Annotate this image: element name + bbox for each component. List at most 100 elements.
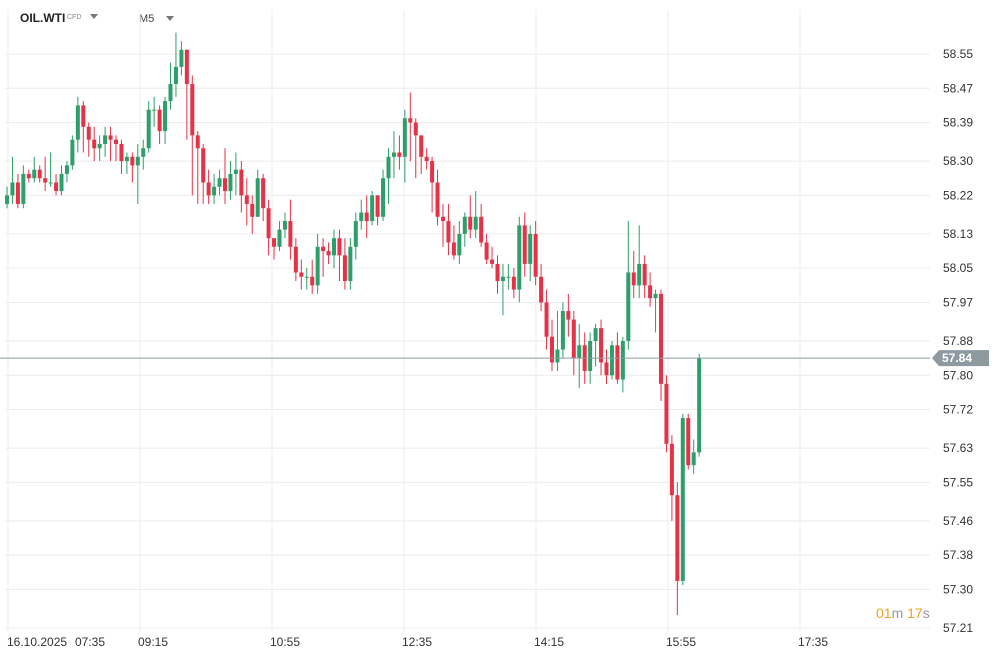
candle-bearish (490, 246, 495, 269)
candle-bullish (332, 229, 336, 269)
candle-bullish (103, 126, 108, 157)
candle-bearish (130, 152, 135, 183)
candle-body (223, 178, 227, 192)
candle-bullish (386, 148, 391, 204)
candle-body (560, 311, 565, 350)
y-tick-label: 57.88 (943, 334, 973, 348)
candle-bearish (364, 195, 369, 239)
candle-bearish (266, 199, 271, 256)
candle-body (163, 101, 168, 132)
candle-bearish (114, 135, 118, 162)
candle-body (277, 229, 282, 247)
candle-body (615, 345, 620, 380)
candle-bearish (599, 319, 604, 376)
candle-body (299, 272, 304, 277)
candle-body (10, 182, 15, 196)
candle-bearish (119, 139, 124, 174)
candle-body (332, 238, 336, 256)
candle-body (233, 169, 238, 174)
candle-bearish (539, 263, 544, 312)
y-tick-label: 57.30 (943, 582, 973, 596)
candle-bearish (26, 169, 31, 183)
candle-body (697, 358, 702, 453)
symbol-dropdown-chevron-icon[interactable] (90, 14, 98, 19)
candle-body (511, 276, 516, 290)
instrument-symbol[interactable]: OIL.WTI (20, 11, 66, 25)
candle-bullish (168, 62, 173, 110)
candle-body (484, 242, 489, 260)
candle-body (261, 178, 266, 209)
candle-body (664, 383, 669, 444)
x-tick-label: 14:15 (534, 635, 564, 649)
candle-bearish (299, 259, 304, 290)
candle-bullish (228, 161, 233, 200)
candle-bearish (81, 101, 86, 153)
candle-body (337, 238, 342, 256)
candle-bullish (637, 225, 642, 299)
timeframe-selector[interactable]: M5 (139, 13, 155, 25)
candle-body (457, 233, 462, 256)
x-tick-label: 09:15 (138, 635, 168, 649)
candle-bearish (337, 229, 342, 282)
candle-bearish (642, 255, 647, 299)
chart-header: OIL.WTI CFD M5 (0, 0, 930, 34)
countdown-seconds: 17 (907, 605, 923, 621)
candle-bullish (691, 439, 696, 474)
y-tick-label: 57.63 (943, 441, 973, 455)
candle-body (631, 272, 636, 286)
candle-bullish (141, 139, 146, 170)
candle-bullish (70, 135, 75, 170)
candle-bearish (479, 203, 484, 247)
candle-bearish (484, 233, 489, 264)
candle-bullish (555, 311, 560, 371)
y-tick-label: 57.97 (943, 295, 973, 309)
candle-body (244, 195, 249, 204)
candle-bearish (108, 126, 113, 162)
candle-body (593, 328, 598, 341)
candle-body (424, 156, 429, 162)
candle-body (103, 135, 108, 144)
price-axis: 58.55 58.47 58.39 58.30 58.22 58.13 58.05 57.97… (943, 47, 973, 635)
candle-body (517, 225, 522, 290)
candle-bullish (593, 323, 598, 367)
candle-bullish (381, 169, 386, 222)
candle-body (217, 178, 222, 187)
candle-body (473, 216, 478, 230)
candle-body (441, 216, 445, 222)
candle-bearish (604, 349, 609, 384)
current-price-label: 57.84 (942, 351, 972, 365)
candle-body (381, 178, 386, 217)
candle-bullish (653, 289, 658, 333)
candle-bullish (146, 101, 151, 153)
candle-bearish (675, 482, 680, 616)
candle-bullish (97, 135, 102, 162)
candle-body (462, 216, 467, 234)
candle-body (70, 139, 75, 166)
candle-body (686, 418, 691, 466)
candle-body (522, 225, 527, 264)
candle-body (451, 242, 456, 256)
candle-bearish (37, 165, 42, 183)
candle-body (310, 276, 315, 286)
x-tick-label: 17:35 (798, 635, 828, 649)
candle-body (114, 139, 118, 144)
candle-body (26, 173, 31, 179)
candle-bearish (544, 289, 549, 350)
y-tick-label: 58.30 (943, 154, 973, 168)
candle-bullish (528, 225, 533, 282)
candle-body (141, 148, 146, 157)
candle-body (304, 276, 309, 278)
candle-bearish (424, 148, 429, 170)
candle-body (168, 83, 173, 102)
candle-bullish (500, 263, 505, 316)
candle-body (59, 173, 64, 192)
candle-body (359, 212, 364, 222)
candle-bullish (212, 173, 217, 204)
candle-bearish (413, 118, 418, 179)
y-tick-label: 57.72 (943, 403, 973, 417)
candle-body (479, 216, 484, 243)
candle-bullish (473, 191, 478, 239)
timeframe-dropdown-chevron-icon[interactable] (166, 16, 174, 21)
candle-body (190, 83, 195, 136)
